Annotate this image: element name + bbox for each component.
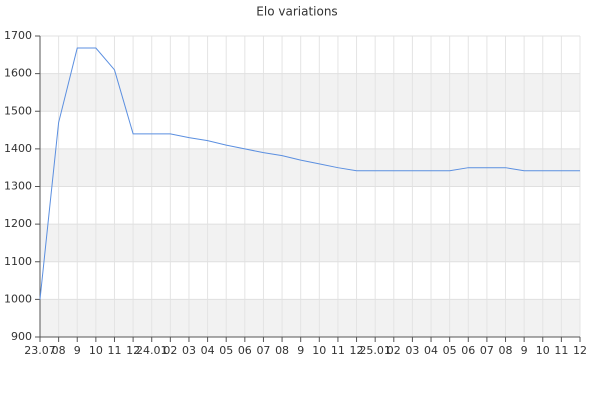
- x-tick-label: 05: [443, 344, 457, 357]
- x-tick-label: 24.01: [136, 344, 168, 357]
- x-tick-label: 9: [297, 344, 304, 357]
- x-tick-label: 03: [405, 344, 419, 357]
- x-tick-label: 11: [331, 344, 345, 357]
- x-tick-label: 23.07: [24, 344, 56, 357]
- x-tick-label: 08: [52, 344, 66, 357]
- line: [39, 47, 580, 300]
- y-tick-label: 1200: [4, 217, 32, 230]
- y-tick-label: 1600: [4, 67, 32, 80]
- x-tick-label: 02: [163, 344, 177, 357]
- x-tick-label: 12: [350, 344, 364, 357]
- grid-band: [40, 299, 580, 337]
- grid-band: [40, 73, 580, 112]
- x-tick-label: 07: [256, 344, 270, 357]
- chart-title: Elo variations: [256, 5, 337, 19]
- x-tick-label: 11: [107, 344, 121, 357]
- x-tick-label: 10: [536, 344, 550, 357]
- x-tick-label: 9: [74, 344, 81, 357]
- y-tick-label: 1500: [4, 104, 32, 117]
- x-tick-label: 07: [480, 344, 494, 357]
- x-tick-label: 25.01: [359, 344, 391, 357]
- y-tick-label: 1000: [4, 292, 32, 305]
- x-tick-label: 9: [521, 344, 528, 357]
- x-tick-label: 06: [461, 344, 475, 357]
- y-tick-label: 1300: [4, 180, 32, 193]
- x-tick-label: 10: [312, 344, 326, 357]
- x-tick-label: 12: [573, 344, 587, 357]
- x-tick-label: 05: [219, 344, 233, 357]
- grid-band: [40, 224, 580, 262]
- y-tick-label: 1100: [4, 255, 32, 268]
- y-tick-label: 1400: [4, 142, 32, 155]
- x-tick-label: 11: [554, 344, 568, 357]
- x-tick-label: 08: [499, 344, 513, 357]
- y-tick-label: 900: [11, 330, 32, 343]
- x-tick-label: 06: [238, 344, 252, 357]
- y-tick-label: 1700: [4, 29, 32, 42]
- x-tick-label: 10: [89, 344, 103, 357]
- x-tick-label: 04: [424, 344, 438, 357]
- x-tick-label: 03: [182, 344, 196, 357]
- x-tick-label: 04: [201, 344, 215, 357]
- x-tick-label: 08: [275, 344, 289, 357]
- x-tick-label: 12: [126, 344, 140, 357]
- x-tick-label: 02: [387, 344, 401, 357]
